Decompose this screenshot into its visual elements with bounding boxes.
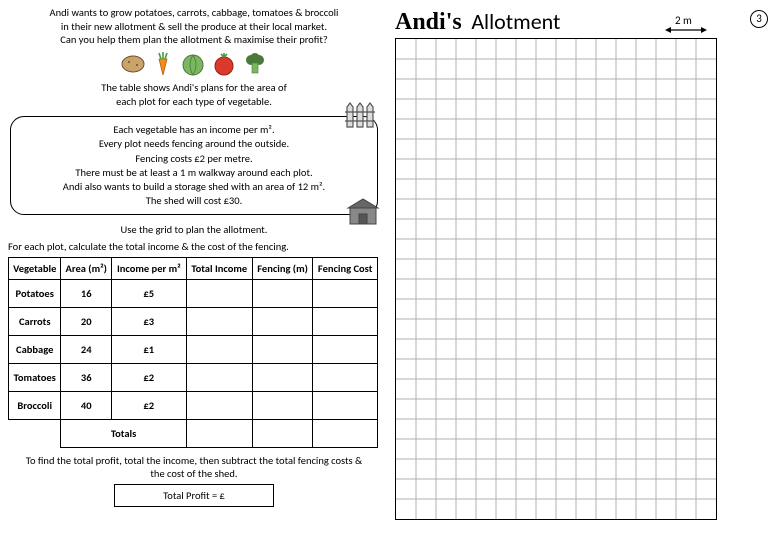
cabbage-icon xyxy=(179,51,207,77)
table-cell xyxy=(252,392,312,420)
table-cell xyxy=(252,336,312,364)
table-cell xyxy=(186,336,252,364)
totals-cell xyxy=(313,420,378,448)
info-l2: Every plot needs fencing around the outs… xyxy=(21,137,367,151)
table-cell: Tomatoes xyxy=(9,364,61,392)
table-row: Broccoli40£2 xyxy=(9,392,378,420)
table-cell: Potatoes xyxy=(9,280,61,308)
title-part2: Allotment xyxy=(471,8,560,35)
table-cell: £3 xyxy=(111,308,186,336)
table-body: Potatoes16£5Carrots20£3Cabbage24£1Tomato… xyxy=(9,280,378,448)
allotment-grid-wrap xyxy=(395,38,717,520)
subintro-l2: each plot for each type of vegetable. xyxy=(116,95,272,108)
info-l1: Each vegetable has an income per m². xyxy=(21,123,367,137)
table-cell xyxy=(186,280,252,308)
left-column: Andi wants to grow potatoes, carrots, ca… xyxy=(8,6,380,507)
info-l5: Andi also wants to build a storage shed … xyxy=(21,180,367,194)
table-cell xyxy=(186,308,252,336)
tomato-icon xyxy=(211,51,237,77)
table-cell: 36 xyxy=(61,364,111,392)
totals-cell xyxy=(186,420,252,448)
info-l6: The shed will cost £30. xyxy=(21,194,367,208)
subintro-text: The table shows Andi's plans for the are… xyxy=(8,81,380,108)
carrot-icon xyxy=(151,51,175,77)
table-cell: Cabbage xyxy=(9,336,61,364)
th-fencing-m: Fencing (m) xyxy=(252,258,312,280)
table-cell xyxy=(313,308,378,336)
info-box: Each vegetable has an income per m². Eve… xyxy=(10,116,378,215)
intro-l2: in their new allotment & sell the produc… xyxy=(61,20,327,33)
table-cell: 40 xyxy=(61,392,111,420)
totals-row: Totals xyxy=(9,420,378,448)
table-cell: 24 xyxy=(61,336,111,364)
table-row: Carrots20£3 xyxy=(9,308,378,336)
th-total-income: Total Income xyxy=(186,258,252,280)
table-cell xyxy=(313,364,378,392)
table-cell xyxy=(186,392,252,420)
table-cell xyxy=(252,280,312,308)
table-row: Cabbage24£1 xyxy=(9,336,378,364)
calc-line: For each plot, calculate the total incom… xyxy=(8,240,380,253)
info-l3: Fencing costs £2 per metre. xyxy=(21,152,367,166)
table-cell: £2 xyxy=(111,392,186,420)
profit-box: Total Profit = £ xyxy=(114,484,274,507)
table-row: Tomatoes36£2 xyxy=(9,364,378,392)
fence-icon xyxy=(343,99,381,129)
potato-icon xyxy=(119,51,147,75)
use-grid-line: Use the grid to plan the allotment. xyxy=(8,223,380,236)
allotment-grid xyxy=(396,39,716,519)
th-area: Area (m²) xyxy=(61,258,111,280)
table-row: Potatoes16£5 xyxy=(9,280,378,308)
th-income-m2: Income per m² xyxy=(111,258,186,280)
allotment-title: Andi's Allotment xyxy=(395,8,560,36)
table-cell xyxy=(313,280,378,308)
title-part1: Andi's xyxy=(395,9,462,35)
table-cell: £2 xyxy=(111,364,186,392)
table-cell xyxy=(186,364,252,392)
table-cell: £5 xyxy=(111,280,186,308)
table-cell: £1 xyxy=(111,336,186,364)
page-root: Andi wants to grow potatoes, carrots, ca… xyxy=(0,0,780,540)
th-vegetable: Vegetable xyxy=(9,258,61,280)
intro-text: Andi wants to grow potatoes, carrots, ca… xyxy=(8,6,380,47)
th-fencing-cost: Fencing Cost xyxy=(313,258,378,280)
table-cell xyxy=(252,308,312,336)
broccoli-icon xyxy=(241,51,269,77)
info-l4: There must be at least a 1 m walkway aro… xyxy=(21,166,367,180)
subintro-l1: The table shows Andi's plans for the are… xyxy=(101,81,287,94)
table-cell: 20 xyxy=(61,308,111,336)
shed-icon xyxy=(345,196,381,226)
table-cell xyxy=(313,336,378,364)
table-cell xyxy=(313,392,378,420)
scale-arrow-icon xyxy=(665,26,707,34)
table-cell xyxy=(252,364,312,392)
table-header-row: Vegetable Area (m²) Income per m² Total … xyxy=(9,258,378,280)
profit-note: To find the total profit, total the inco… xyxy=(18,454,370,480)
intro-l3: Can you help them plan the allotment & m… xyxy=(60,33,327,46)
worksheet-table: Vegetable Area (m²) Income per m² Total … xyxy=(8,257,378,448)
intro-l1: Andi wants to grow potatoes, carrots, ca… xyxy=(50,6,339,19)
table-cell: Carrots xyxy=(9,308,61,336)
table-cell: Broccoli xyxy=(9,392,61,420)
page-number-badge: 3 xyxy=(750,10,768,28)
veggie-icons-row xyxy=(8,51,380,77)
table-cell: 16 xyxy=(61,280,111,308)
totals-label: Totals xyxy=(61,420,186,448)
totals-cell xyxy=(252,420,312,448)
